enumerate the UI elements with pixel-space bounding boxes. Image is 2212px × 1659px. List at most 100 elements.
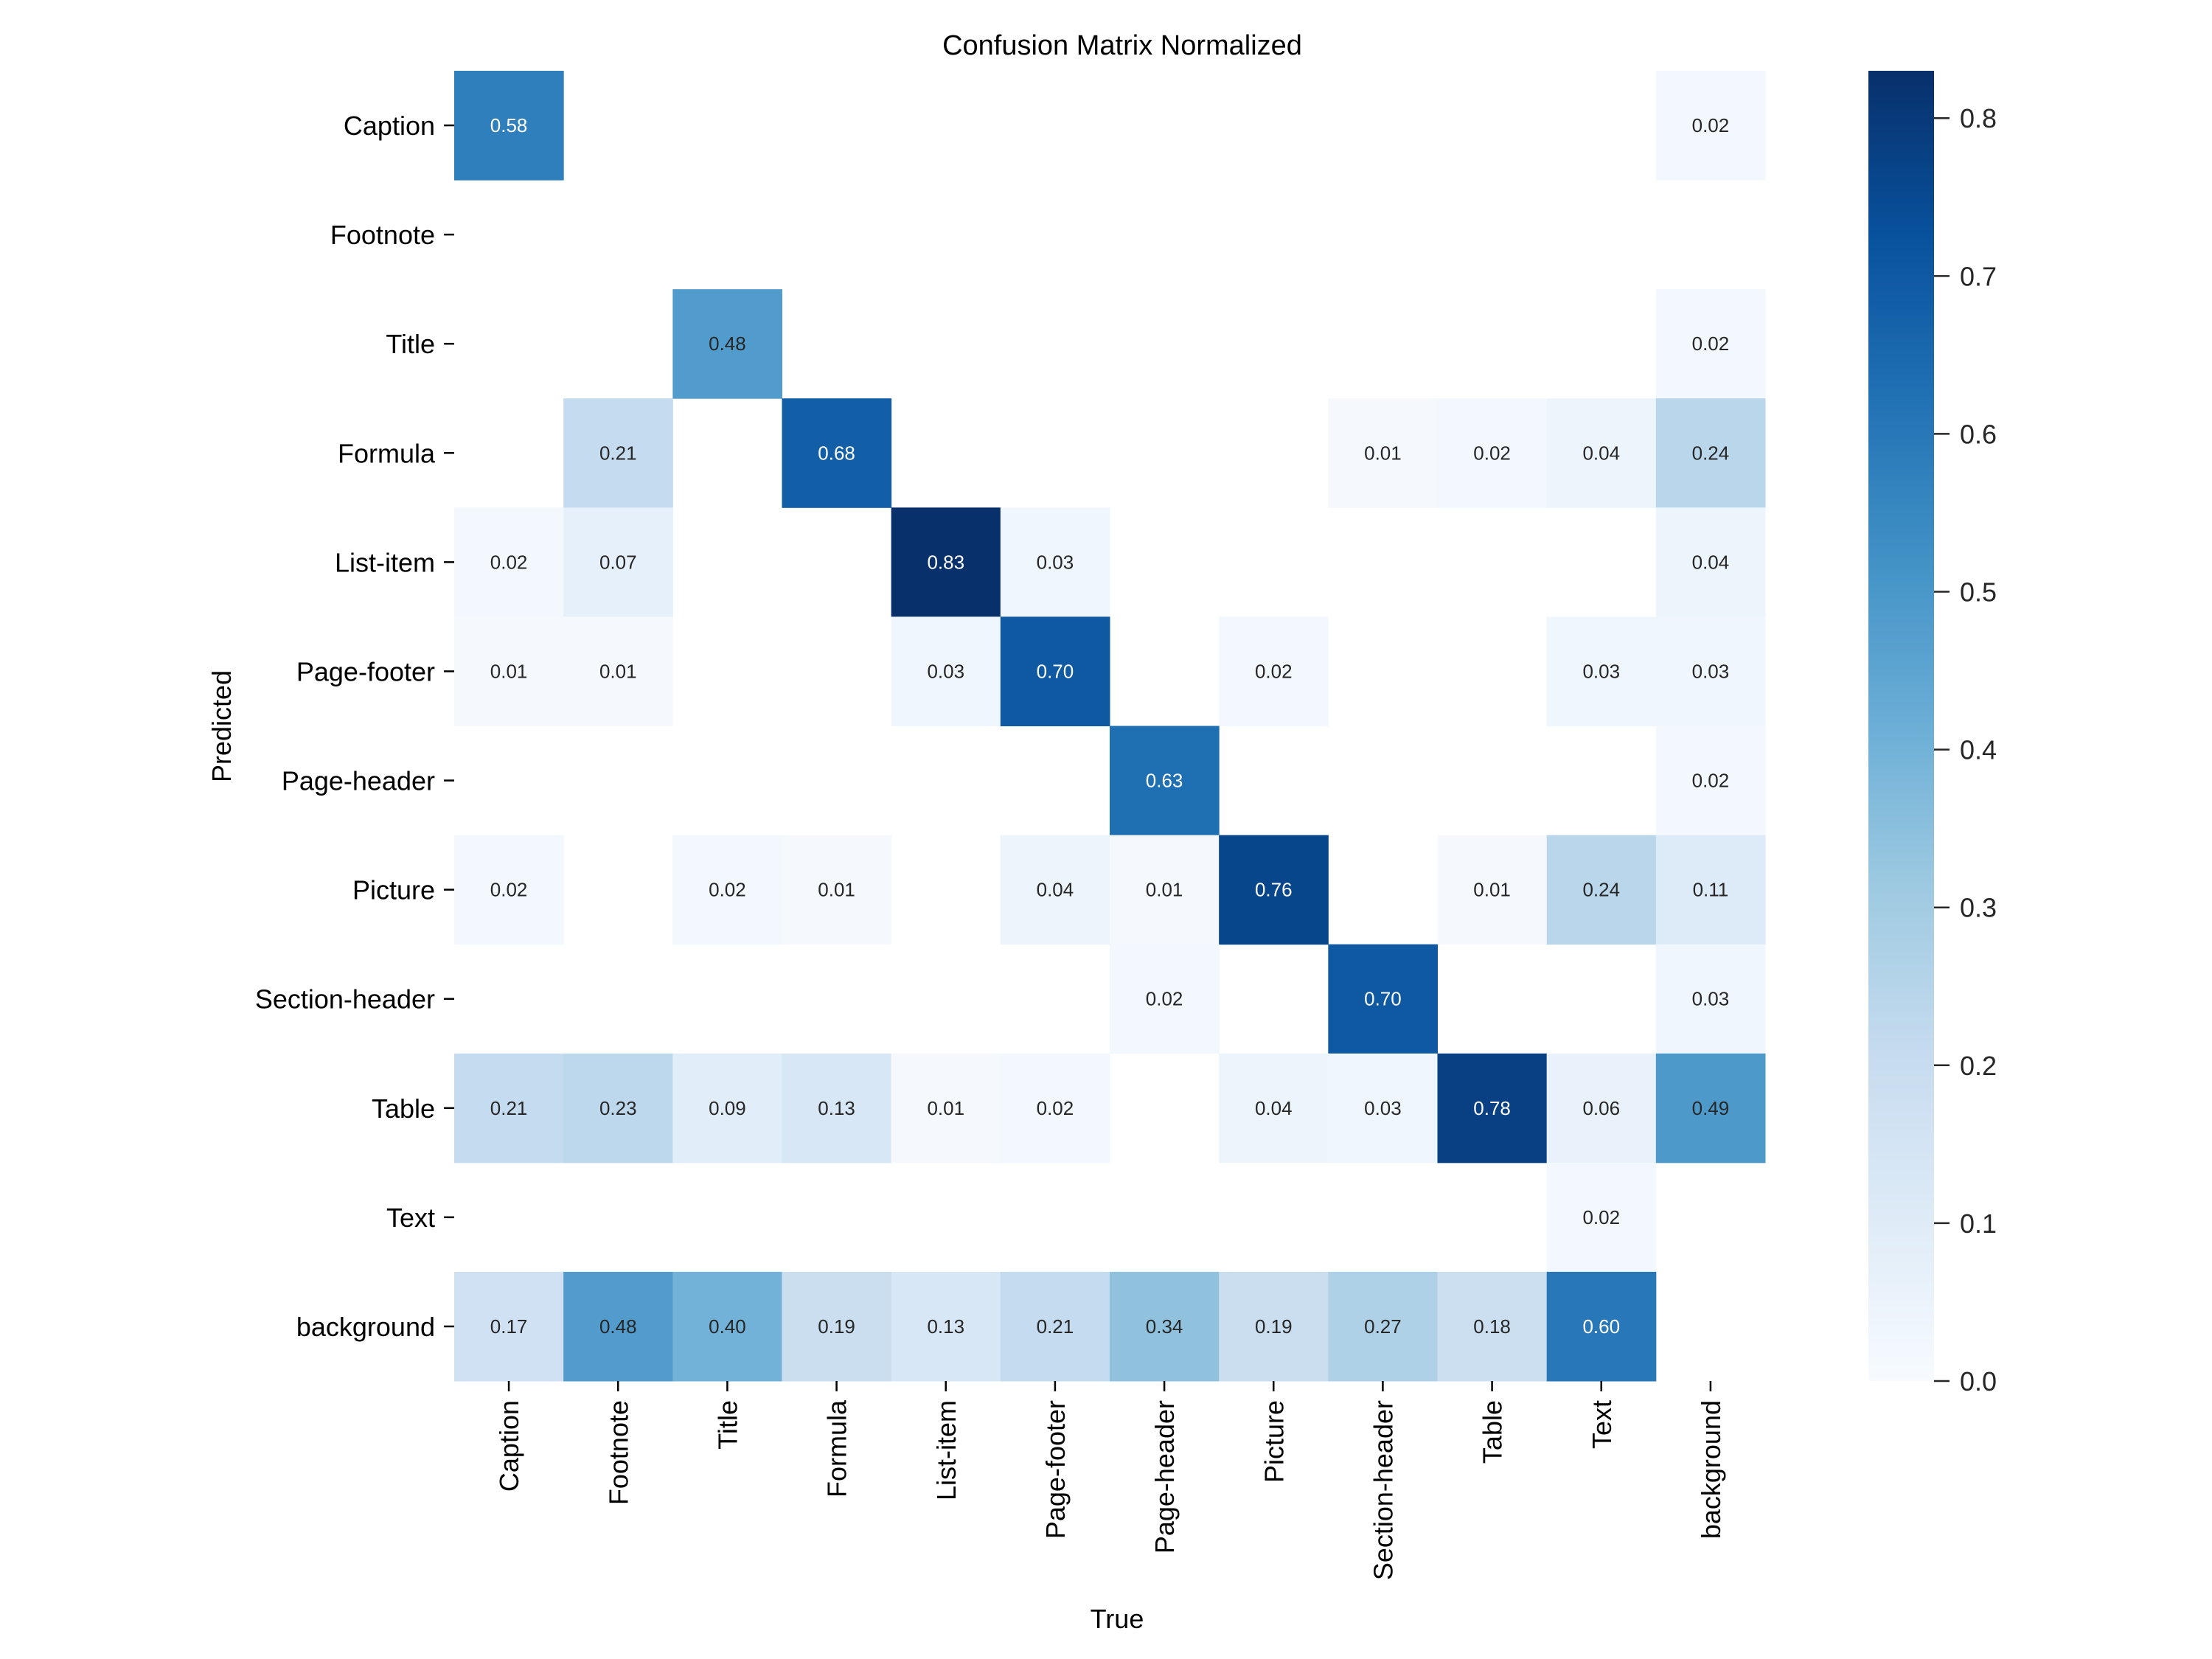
colorbar: 0.0 0.1 0.2 0.3 0.4 0.5 0.6 0.7 0.8 bbox=[1868, 71, 1997, 1397]
heatmap-cell bbox=[1219, 1271, 1329, 1382]
cell-value-label: 0.02 bbox=[1473, 442, 1511, 464]
colorbar-gradient bbox=[1868, 71, 1934, 1381]
heatmap-cell bbox=[563, 398, 673, 508]
y-tick-label: Picture bbox=[352, 875, 435, 905]
chart-title: Confusion Matrix Normalized bbox=[942, 30, 1302, 61]
cell-value-label: 0.02 bbox=[709, 879, 746, 901]
heatmap-cell bbox=[1219, 835, 1329, 945]
heatmap-cell bbox=[672, 1271, 782, 1382]
cell-value-label: 0.02 bbox=[1255, 660, 1293, 682]
cell-value-label: 0.13 bbox=[818, 1097, 855, 1119]
heatmap-cell bbox=[1546, 398, 1657, 508]
x-tick-label: Table bbox=[1478, 1400, 1508, 1464]
colorbar-tick-label: 0.6 bbox=[1960, 419, 1997, 449]
heatmap-cell bbox=[1110, 1271, 1220, 1382]
cell-value-label: 0.63 bbox=[1146, 770, 1183, 792]
heatmap-cell bbox=[1655, 289, 1766, 399]
cell-value-label: 0.09 bbox=[709, 1097, 746, 1119]
heatmap-cell bbox=[1000, 1053, 1110, 1164]
cell-value-label: 0.04 bbox=[1582, 442, 1620, 464]
x-axis-label: True bbox=[1091, 1604, 1144, 1634]
y-tick-label: Page-footer bbox=[296, 656, 435, 686]
x-tick-label: Section-header bbox=[1368, 1400, 1398, 1580]
cell-value-label: 0.17 bbox=[490, 1315, 528, 1338]
heatmap-cell bbox=[454, 616, 564, 726]
cell-value-label: 0.78 bbox=[1473, 1097, 1511, 1119]
colorbar-tick-label: 0.4 bbox=[1960, 735, 1997, 765]
cell-value-label: 0.13 bbox=[927, 1315, 964, 1338]
heatmap-cell bbox=[1655, 507, 1766, 617]
cell-value-label: 0.21 bbox=[599, 442, 637, 464]
heatmap-cell bbox=[1546, 616, 1657, 726]
y-tick-label: Table bbox=[372, 1093, 435, 1124]
cell-value-label: 0.01 bbox=[927, 1097, 964, 1119]
heatmap-cell bbox=[1655, 71, 1766, 181]
x-tick-label: Formula bbox=[822, 1399, 852, 1498]
heatmap-cell bbox=[891, 1271, 1001, 1382]
heatmap-cell bbox=[1328, 398, 1438, 508]
heatmap-cell bbox=[782, 835, 892, 945]
cell-value-label: 0.01 bbox=[818, 879, 855, 901]
heatmap-cell bbox=[563, 1271, 673, 1382]
heatmap-cell bbox=[454, 507, 564, 617]
heatmap-cell bbox=[891, 507, 1001, 617]
x-tick-label: Footnote bbox=[603, 1400, 633, 1505]
cell-value-label: 0.68 bbox=[818, 442, 855, 464]
cell-value-label: 0.03 bbox=[1692, 988, 1730, 1010]
y-axis-ticks: Caption Footnote Title Formula List-item Page… bbox=[255, 111, 454, 1342]
heatmap-cell bbox=[1546, 1162, 1657, 1273]
colorbar-tick-label: 0.0 bbox=[1960, 1366, 1997, 1397]
heatmap-cell bbox=[1000, 1271, 1110, 1382]
heatmap-cell bbox=[1000, 616, 1110, 726]
heatmap-cell bbox=[454, 835, 564, 945]
heatmap-cell bbox=[454, 71, 564, 181]
heatmap-cell bbox=[1546, 1271, 1657, 1382]
cell-value-label: 0.27 bbox=[1364, 1315, 1402, 1338]
cell-value-label: 0.01 bbox=[1473, 879, 1511, 901]
cell-value-label: 0.34 bbox=[1146, 1315, 1183, 1338]
cell-value-label: 0.18 bbox=[1473, 1315, 1511, 1338]
cell-value-label: 0.07 bbox=[599, 551, 637, 573]
cell-value-label: 0.02 bbox=[490, 551, 528, 573]
heatmap-cell bbox=[891, 616, 1001, 726]
cell-value-label: 0.70 bbox=[1364, 988, 1402, 1010]
heatmap-cell bbox=[672, 835, 782, 945]
heatmap-cell bbox=[1655, 835, 1766, 945]
cell-value-label: 0.58 bbox=[490, 114, 528, 136]
x-tick-label: Text bbox=[1587, 1400, 1617, 1449]
y-tick-label: Caption bbox=[344, 111, 435, 141]
heatmap-cell bbox=[672, 1053, 782, 1164]
heatmap-cell bbox=[1110, 944, 1220, 1054]
heatmap-cell bbox=[782, 398, 892, 508]
x-tick-label: List-item bbox=[931, 1400, 961, 1500]
cell-value-label: 0.01 bbox=[1146, 879, 1183, 901]
y-tick-label: Section-header bbox=[255, 984, 435, 1015]
colorbar-tick-label: 0.2 bbox=[1960, 1051, 1997, 1081]
y-tick-label: Formula bbox=[338, 438, 436, 468]
cell-value-label: 0.02 bbox=[1692, 333, 1730, 355]
heatmap-cell bbox=[1437, 1053, 1548, 1164]
cell-value-label: 0.03 bbox=[1582, 660, 1620, 682]
x-axis-ticks: Caption Footnote Title Formula List-item Page… bbox=[494, 1381, 1726, 1580]
x-tick-label: Page-header bbox=[1150, 1400, 1180, 1554]
cell-value-label: 0.02 bbox=[1582, 1206, 1620, 1228]
heatmap-cells: 0.58 0.02 0.48 0.02 0.21 0.68 0.01 0.02 0.04 0.24… bbox=[454, 71, 1766, 1382]
heatmap-cell bbox=[1328, 1271, 1438, 1382]
cell-value-label: 0.03 bbox=[1037, 551, 1074, 573]
x-tick-label: Caption bbox=[494, 1400, 524, 1492]
heatmap-cell bbox=[1328, 1053, 1438, 1164]
cell-value-label: 0.11 bbox=[1693, 879, 1729, 901]
heatmap-cell bbox=[1655, 944, 1766, 1054]
cell-value-label: 0.40 bbox=[709, 1315, 746, 1338]
y-tick-label: List-item bbox=[335, 547, 435, 577]
heatmap-cell bbox=[563, 616, 673, 726]
cell-value-label: 0.02 bbox=[1146, 988, 1183, 1010]
cell-value-label: 0.48 bbox=[709, 333, 746, 355]
y-axis-label: Predicted bbox=[206, 670, 237, 782]
heatmap-cell bbox=[1655, 398, 1766, 508]
heatmap-cell bbox=[1546, 1053, 1657, 1164]
heatmap-cell bbox=[1655, 1053, 1766, 1164]
heatmap-cell bbox=[1110, 835, 1220, 945]
colorbar-tick-label: 0.5 bbox=[1960, 577, 1997, 608]
cell-value-label: 0.03 bbox=[927, 660, 964, 682]
